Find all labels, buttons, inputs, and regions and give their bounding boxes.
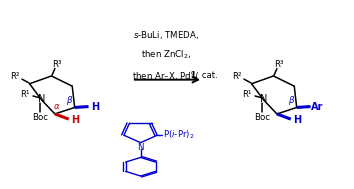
Text: α: α <box>54 102 59 111</box>
Text: L: L <box>191 71 196 81</box>
Text: H: H <box>91 101 99 112</box>
Text: β: β <box>65 96 71 105</box>
Text: R¹: R¹ <box>20 90 30 99</box>
Text: Boc: Boc <box>254 113 270 122</box>
Text: $s$-BuLi, TMEDA,: $s$-BuLi, TMEDA, <box>133 29 199 41</box>
Text: N: N <box>260 94 267 104</box>
Text: Ar: Ar <box>311 101 324 112</box>
Text: N: N <box>137 143 144 152</box>
Text: then ZnCl$_2$,: then ZnCl$_2$, <box>141 48 191 61</box>
Text: H: H <box>71 115 79 125</box>
Text: R²: R² <box>232 72 242 81</box>
Text: R³: R³ <box>52 60 61 69</box>
Text: cat.: cat. <box>199 71 217 81</box>
Text: then Ar–X, Pd$^0$/: then Ar–X, Pd$^0$/ <box>132 69 200 83</box>
Text: R¹: R¹ <box>242 90 252 99</box>
Text: H: H <box>293 115 301 125</box>
Text: N: N <box>38 94 45 104</box>
Text: R²: R² <box>10 72 20 81</box>
Text: P($i$-Pr)$_2$: P($i$-Pr)$_2$ <box>163 129 194 141</box>
Text: β: β <box>288 96 293 105</box>
Text: R³: R³ <box>274 60 284 69</box>
Text: Boc: Boc <box>32 113 48 122</box>
